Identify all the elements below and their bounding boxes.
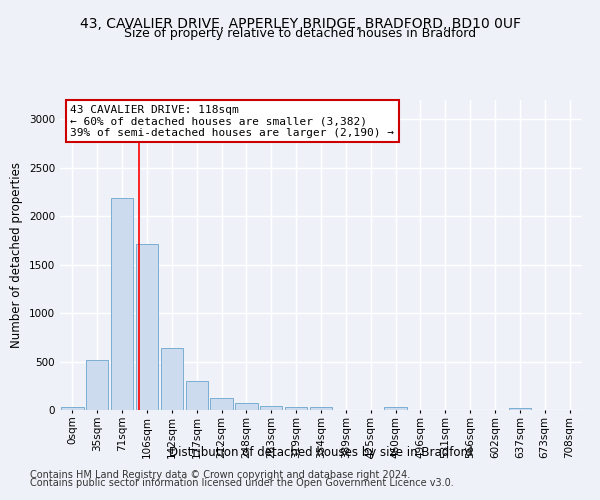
Bar bbox=[509, 408, 531, 410]
Bar bbox=[111, 198, 133, 410]
Bar bbox=[86, 360, 109, 410]
Bar bbox=[385, 407, 407, 410]
Bar bbox=[61, 407, 83, 410]
Text: 43, CAVALIER DRIVE, APPERLEY BRIDGE, BRADFORD, BD10 0UF: 43, CAVALIER DRIVE, APPERLEY BRIDGE, BRA… bbox=[79, 18, 521, 32]
Bar bbox=[260, 406, 283, 410]
Bar bbox=[185, 382, 208, 410]
Bar bbox=[211, 398, 233, 410]
Text: Distribution of detached houses by size in Bradford: Distribution of detached houses by size … bbox=[169, 446, 473, 459]
Text: 43 CAVALIER DRIVE: 118sqm
← 60% of detached houses are smaller (3,382)
39% of se: 43 CAVALIER DRIVE: 118sqm ← 60% of detac… bbox=[70, 104, 394, 138]
Y-axis label: Number of detached properties: Number of detached properties bbox=[10, 162, 23, 348]
Text: Contains HM Land Registry data © Crown copyright and database right 2024.: Contains HM Land Registry data © Crown c… bbox=[30, 470, 410, 480]
Bar bbox=[285, 406, 307, 410]
Text: Size of property relative to detached houses in Bradford: Size of property relative to detached ho… bbox=[124, 28, 476, 40]
Bar bbox=[136, 244, 158, 410]
Text: Contains public sector information licensed under the Open Government Licence v3: Contains public sector information licen… bbox=[30, 478, 454, 488]
Bar bbox=[310, 406, 332, 410]
Bar bbox=[161, 348, 183, 410]
Bar bbox=[235, 402, 257, 410]
